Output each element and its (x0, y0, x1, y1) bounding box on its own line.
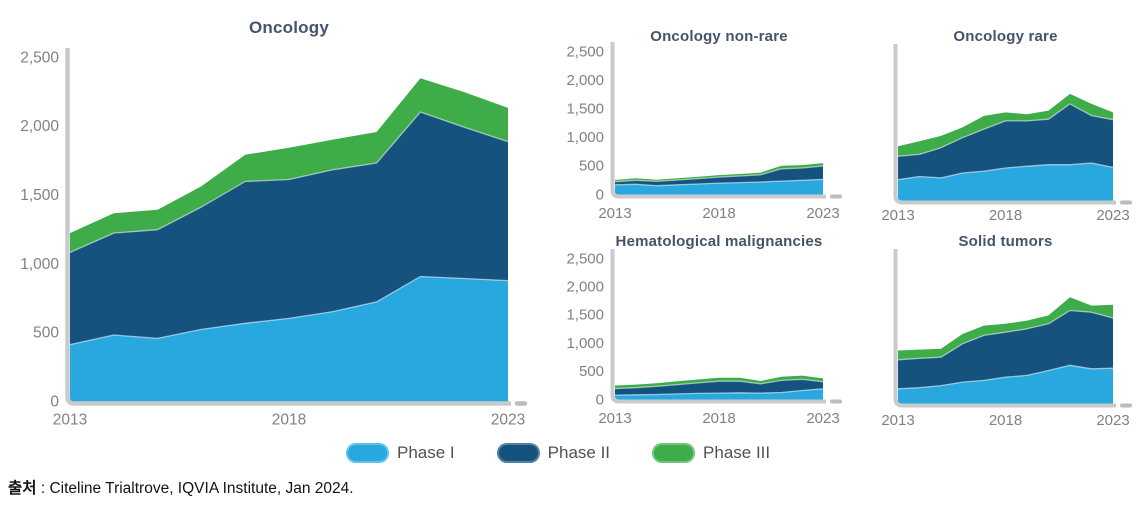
y-tick-label: 2,000 (566, 278, 604, 295)
phase1-area (615, 179, 823, 196)
chart-oncology-non-rare: Oncology non-rare 0 500 1,000 1,500 2,000 2,5… (545, 10, 860, 222)
chart-title-oncology-non-rare: Oncology non-rare (650, 28, 788, 45)
x-tick-label: 2023 (1096, 412, 1129, 429)
band-separator-line (69, 275, 509, 346)
y-tick-label: 1,000 (566, 335, 604, 352)
x-tick-label: 2018 (702, 205, 735, 222)
chart-title-solid-tumors: Solid tumors (958, 233, 1053, 250)
chart-title-hematological-malignancies: Hematological malignancies (615, 233, 823, 250)
band-separator-line (614, 388, 824, 396)
legend-label-phase2: Phase II (547, 443, 611, 462)
y-tick-label: 2,500 (566, 250, 604, 267)
legend: Phase I Phase II Phase III (346, 443, 770, 463)
band-separator-line (897, 162, 1114, 181)
y-tick-label: 0 (596, 391, 604, 408)
axis-line (893, 249, 1116, 408)
phase1-area (615, 388, 823, 401)
source-text: Citeline Trialtrove, IQVIA Institute, Ja… (49, 480, 354, 497)
phase1-area (898, 163, 1113, 202)
chart-title-oncology-rare: Oncology rare (953, 28, 1058, 45)
y-tick-label: 1,000 (566, 129, 604, 146)
x-tick-label: 2023 (806, 205, 839, 222)
phase1-area (898, 365, 1113, 405)
y-tick-label: 500 (33, 325, 59, 342)
chart-oncology: Oncology 0 500 1,000 1,500 2,000 2,500 2013 201… (0, 0, 560, 434)
source-label: 출처 (8, 480, 37, 497)
y-tick-label: 500 (579, 158, 604, 175)
x-tick-label: 2023 (491, 412, 525, 429)
source-separator: : (36, 480, 50, 497)
y-tick-label: 1,000 (20, 256, 59, 273)
phase2-swatch-icon (496, 443, 540, 463)
phase1-area (70, 276, 508, 403)
band-separator-line (614, 178, 824, 187)
chart-hematological-malignancies: Hematological malignancies 0 500 1,000 1,50… (545, 222, 860, 434)
y-tick-label: 2,500 (566, 43, 604, 60)
oncology-rare-plot: 2013 2018 2023 (881, 44, 1132, 224)
y-tick-label: 2,000 (566, 72, 604, 89)
band-separator-line (614, 165, 824, 183)
y-tick-label: 0 (596, 186, 604, 203)
x-tick-label: 2023 (1096, 207, 1129, 224)
axis-line (610, 249, 826, 404)
chart-title-oncology: Oncology (249, 18, 329, 37)
solid-tumors-plot: 2013 2018 2023 (881, 249, 1132, 429)
y-tick-label: 2,500 (20, 49, 59, 66)
y-tick-label: 2,000 (20, 118, 59, 135)
chart-oncology-rare: Oncology rare 2013 2018 2023 (875, 10, 1146, 224)
y-tick-label: 1,500 (566, 307, 604, 324)
y-tick-label: 500 (579, 363, 604, 380)
y-tick-label: 1,500 (566, 100, 604, 117)
band-separator-line (69, 111, 509, 253)
legend-item-phase1: Phase I (346, 443, 455, 463)
axis-line (610, 42, 826, 199)
phase1-swatch-icon (346, 443, 389, 463)
phase3-swatch-icon (652, 443, 696, 463)
chart-solid-tumors: Solid tumors 2013 2018 2023 (875, 222, 1146, 434)
axis-line (893, 44, 1116, 205)
oncology-plot: 0 500 1,000 1,500 2,000 2,500 2013 2018 2023 (20, 48, 528, 429)
x-tick-label: 2013 (53, 412, 87, 429)
x-tick-label: 2018 (989, 412, 1022, 429)
x-tick-label: 2013 (598, 205, 631, 222)
band-separator-line (897, 309, 1114, 361)
y-tick-label: 0 (50, 393, 59, 410)
x-tick-label: 2023 (806, 410, 839, 427)
x-tick-label: 2018 (989, 207, 1022, 224)
band-separator-line (614, 378, 824, 390)
legend-item-phase3: Phase III (652, 443, 770, 463)
legend-item-phase2: Phase II (496, 443, 611, 463)
hematological-malignancies-plot: 0 500 1,000 1,500 2,000 2,500 2013 2018 2023 (566, 249, 842, 427)
x-tick-label: 2013 (881, 207, 914, 224)
band-separator-line (897, 103, 1114, 157)
axis-line (65, 48, 511, 406)
x-tick-label: 2013 (598, 410, 631, 427)
legend-label-phase3: Phase III (703, 443, 771, 462)
oncology-non-rare-plot: 0 500 1,000 1,500 2,000 2,500 2013 2018 2023 (566, 42, 842, 222)
band-separator-line (897, 364, 1114, 390)
y-tick-label: 1,500 (20, 187, 59, 204)
legend-label-phase1: Phase I (397, 443, 455, 462)
source-note: 출처 : Citeline Trialtrove, IQVIA Institut… (8, 476, 354, 498)
x-tick-label: 2013 (881, 412, 914, 429)
x-tick-label: 2018 (702, 410, 735, 427)
x-tick-label: 2018 (272, 412, 306, 429)
